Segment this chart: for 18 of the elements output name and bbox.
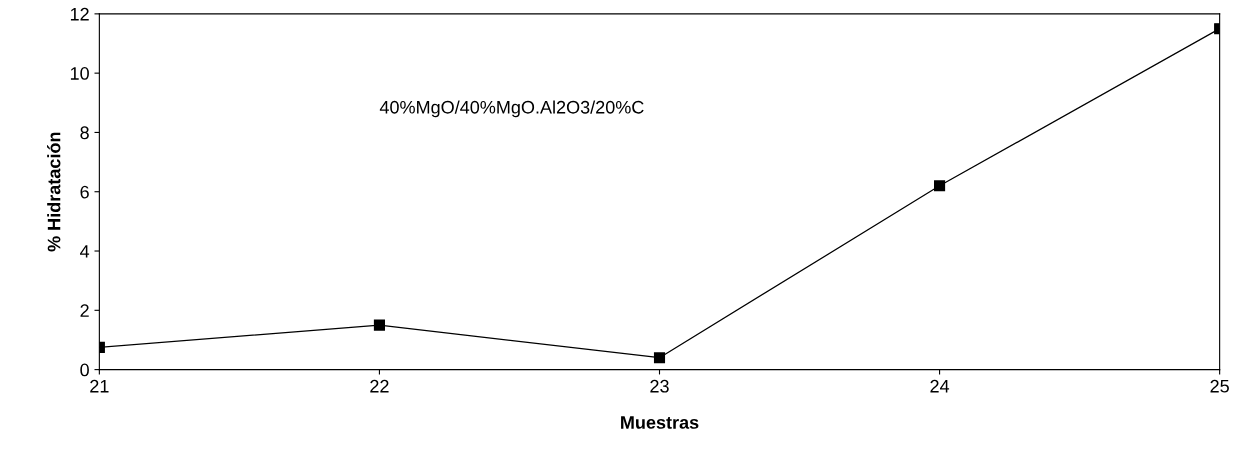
x-axis-title: Muestras — [621, 416, 699, 429]
point — [373, 319, 385, 331]
y-tick-label: 0 — [80, 363, 89, 377]
y-tick-label: 8 — [80, 126, 89, 140]
x-tick-label: 21 — [90, 379, 109, 393]
y-tick-label: 12 — [70, 7, 89, 21]
point — [653, 352, 666, 364]
x-tick-label: 23 — [650, 379, 669, 393]
y-tick-label: 6 — [80, 185, 89, 199]
x-tick-label: 24 — [930, 379, 950, 393]
annotation: 40%MgO/40%MgO.Al2O3/20%C — [379, 100, 644, 118]
x-tick-label: 25 — [1210, 379, 1229, 393]
y-axis-title: % Hidratación — [47, 132, 61, 252]
y-tick-label: 10 — [70, 67, 89, 80]
x-tick-label: 22 — [370, 379, 389, 393]
y-tick-label: 4 — [80, 245, 90, 258]
y-tick-label: 2 — [80, 304, 89, 317]
point — [934, 180, 946, 192]
